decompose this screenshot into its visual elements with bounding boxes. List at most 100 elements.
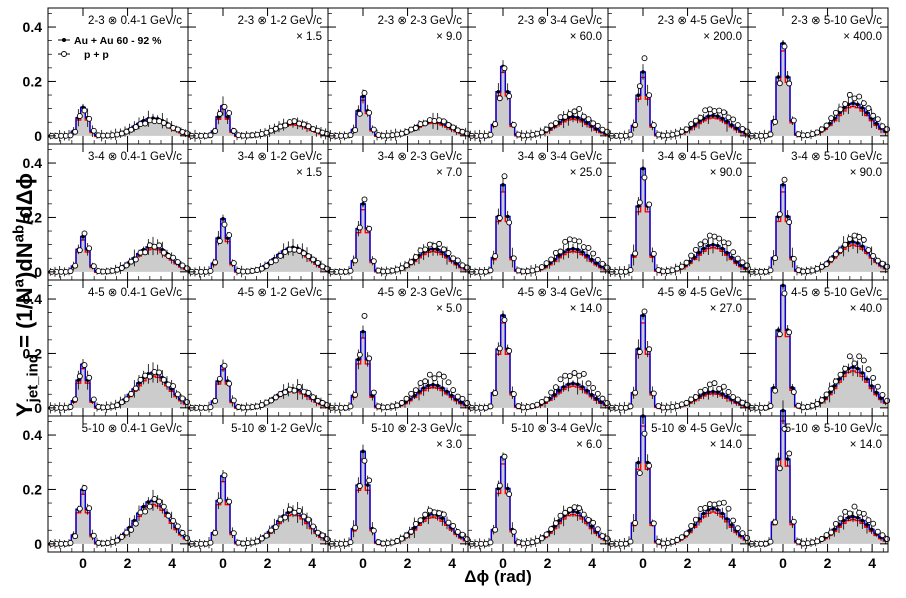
x-tick-label: 2 xyxy=(684,555,692,571)
pp-point xyxy=(534,266,541,273)
pp-point xyxy=(160,249,167,256)
auau-point xyxy=(641,70,645,74)
pp-point xyxy=(669,404,676,410)
pp-point xyxy=(86,374,93,381)
pp-point xyxy=(865,105,872,112)
panel-label: 5-10 ⊗ 4-5 GeV/c xyxy=(651,423,742,435)
pp-point xyxy=(459,395,466,402)
pp-point xyxy=(874,116,881,123)
pp-point xyxy=(548,122,555,129)
pp-point xyxy=(132,124,139,131)
pp-point xyxy=(860,100,867,107)
pp-point xyxy=(823,122,830,129)
pp-point xyxy=(585,516,592,523)
pp-point xyxy=(734,525,741,532)
auau-point xyxy=(566,247,571,252)
pp-point xyxy=(818,397,825,404)
pp-point xyxy=(860,357,867,364)
pp-point xyxy=(277,252,284,259)
auau-point xyxy=(865,111,869,115)
pp-point xyxy=(496,345,503,352)
pp-point xyxy=(506,219,513,226)
pp-point xyxy=(557,376,564,383)
pp-point xyxy=(230,127,237,134)
pp-point xyxy=(492,526,499,533)
auau-point xyxy=(575,247,580,252)
pp-point xyxy=(366,109,373,116)
pp-point xyxy=(781,290,788,297)
pp-point xyxy=(622,132,629,139)
auau-point xyxy=(720,116,725,121)
pp-point xyxy=(67,268,74,275)
pp-point xyxy=(734,396,741,403)
pp-point xyxy=(412,254,419,261)
pp-point xyxy=(128,258,135,265)
pp-point xyxy=(795,131,802,138)
auau-point xyxy=(557,388,561,393)
pp-point xyxy=(515,131,522,138)
panel-label: 2-3 ⊗ 1-2 GeV/c xyxy=(238,15,323,27)
auau-point xyxy=(776,75,781,79)
pp-point xyxy=(664,268,671,275)
pp-point xyxy=(277,123,284,130)
panel-scale: × 7.0 xyxy=(436,167,462,179)
auau-point xyxy=(505,89,510,94)
auau-point xyxy=(715,114,720,119)
pp-point xyxy=(86,245,93,252)
pp-point xyxy=(669,131,676,138)
pp-point xyxy=(431,509,438,516)
pp-point xyxy=(674,265,681,272)
pp-point xyxy=(216,238,223,245)
auau-point xyxy=(505,214,510,219)
pp-point xyxy=(818,126,825,133)
pp-point xyxy=(846,91,853,98)
auau-point xyxy=(221,216,225,221)
panel-label: 5-10 ⊗ 1-2 GeV/c xyxy=(231,423,322,435)
pp-point xyxy=(538,398,545,405)
pp-point xyxy=(730,517,737,524)
pp-point xyxy=(739,126,746,132)
pp-point xyxy=(440,373,447,380)
auau-point xyxy=(575,382,580,387)
pp-point xyxy=(114,537,121,544)
pp-point xyxy=(412,520,419,527)
pp-point xyxy=(711,501,718,508)
panel: 0 0.2 0.4 3-4 ⊗ 0.4-1 GeV/c xyxy=(23,143,191,281)
pp-point xyxy=(865,366,872,373)
pp-point xyxy=(664,540,671,546)
auau-point xyxy=(146,500,151,504)
pp-point xyxy=(734,122,741,128)
pp-point xyxy=(851,503,858,510)
pp-point xyxy=(874,528,881,535)
pp-point xyxy=(594,526,601,533)
pp-point xyxy=(562,238,569,245)
panel-scale: × 14.0 xyxy=(570,303,602,315)
pp-point xyxy=(118,399,125,406)
pp-point xyxy=(655,131,662,138)
pp-point xyxy=(515,403,522,410)
pp-point xyxy=(81,362,88,369)
pp-point xyxy=(832,520,839,527)
auau-point xyxy=(501,313,505,318)
auau-point xyxy=(641,166,645,171)
pp-point xyxy=(352,391,359,398)
panel-scale: × 60.0 xyxy=(570,31,602,43)
pp-point xyxy=(646,201,653,208)
auau-point xyxy=(412,526,417,530)
pp-point xyxy=(109,403,116,410)
pp-point xyxy=(524,132,531,139)
auau-point xyxy=(785,457,790,461)
x-tick-label: 0 xyxy=(779,555,787,571)
panel: 2-3 ⊗ 5-10 GeV/c × 400.0 xyxy=(747,7,891,145)
x-tick-label: 4 xyxy=(728,555,736,571)
pp-point xyxy=(207,132,214,139)
pp-point xyxy=(767,403,774,410)
pp-point xyxy=(828,385,835,392)
pp-point xyxy=(160,503,167,510)
y-tick-label: 0.4 xyxy=(23,19,43,35)
pp-point xyxy=(692,394,699,400)
pp-point xyxy=(702,107,709,114)
pp-point xyxy=(832,251,839,258)
auau-point xyxy=(585,388,589,393)
pp-point xyxy=(319,399,326,406)
